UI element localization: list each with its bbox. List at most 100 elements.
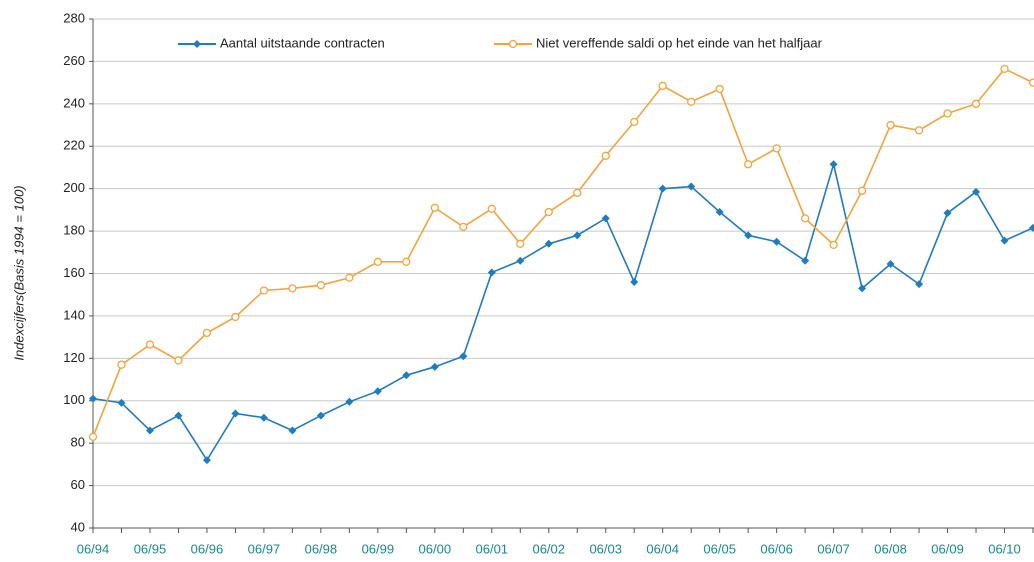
data-point [715, 207, 724, 216]
x-tick-label: 06/06 [760, 541, 793, 556]
data-point [487, 268, 496, 277]
data-point [231, 409, 240, 418]
y-tick-label: 220 [63, 138, 85, 153]
data-point [630, 117, 639, 127]
data-point [288, 284, 297, 293]
x-tick-label: 06/97 [248, 541, 281, 556]
data-point [772, 144, 781, 153]
data-point [914, 126, 924, 135]
x-tick-label: 06/02 [532, 541, 565, 556]
x-tick-label: 06/04 [646, 541, 679, 556]
series-line [92, 67, 1034, 438]
y-tick-label: 180 [63, 223, 85, 238]
data-point [430, 362, 439, 371]
data-point [345, 397, 354, 406]
legend-label: Niet vereffende saldi op het einde van h… [536, 35, 823, 50]
data-point [316, 411, 325, 420]
data-point [800, 214, 810, 223]
data-point [687, 97, 696, 106]
data-point [573, 188, 582, 198]
data-point [1000, 236, 1009, 245]
legend-marker [193, 40, 201, 48]
y-tick-label: 80 [71, 435, 85, 450]
data-point [202, 456, 211, 465]
y-tick-label: 200 [63, 180, 85, 195]
y-tick-label: 120 [63, 350, 85, 365]
data-point [858, 284, 867, 293]
x-tick-label: 06/09 [931, 541, 964, 556]
data-point [231, 312, 240, 322]
data-point [288, 426, 297, 435]
data-point [345, 273, 354, 282]
y-axis-label: Indexcijfers(Basis 1994 = 100) [11, 185, 26, 360]
data-point [886, 259, 895, 268]
data-point [174, 356, 183, 365]
x-tick-label: 06/03 [589, 541, 622, 556]
x-tick-label: 06/99 [362, 541, 395, 556]
data-point [117, 360, 126, 369]
data-point [1000, 64, 1009, 73]
data-point [373, 257, 382, 266]
x-tick-label: 06/98 [305, 541, 338, 556]
data-point [857, 186, 867, 195]
y-tick-label: 100 [63, 392, 85, 407]
series-line [92, 161, 1034, 462]
data-point [601, 214, 610, 223]
data-point [487, 204, 496, 213]
data-point [117, 398, 126, 407]
data-point [886, 120, 895, 130]
data-point [202, 328, 212, 338]
x-tick-label: 06/94 [77, 541, 110, 556]
x-tick-label: 06/01 [476, 541, 509, 556]
data-point [1028, 78, 1034, 87]
data-point [744, 160, 753, 169]
data-point [544, 207, 553, 217]
data-point [402, 257, 411, 266]
data-point [544, 239, 553, 248]
data-point [516, 256, 525, 265]
data-point [801, 256, 810, 265]
data-point [972, 187, 981, 196]
x-tick-label: 06/10 [988, 541, 1021, 556]
data-point [658, 81, 667, 90]
y-tick-label: 260 [63, 53, 85, 68]
data-point [601, 151, 610, 160]
data-point [430, 203, 439, 212]
x-tick-label: 06/08 [874, 541, 907, 556]
data-point [88, 432, 98, 441]
data-point [459, 352, 468, 361]
data-point [259, 413, 268, 422]
data-point [145, 340, 155, 349]
data-point [943, 109, 952, 118]
y-tick-label: 140 [63, 307, 85, 322]
data-point [1029, 223, 1034, 232]
data-point [89, 394, 97, 403]
data-point [658, 184, 667, 193]
data-point [459, 222, 468, 231]
x-tick-label: 06/00 [419, 541, 452, 556]
data-point [402, 371, 411, 380]
data-point [630, 277, 639, 286]
y-tick-label: 40 [71, 519, 85, 534]
data-point [259, 286, 269, 295]
x-tick-label: 06/05 [703, 541, 736, 556]
x-tick-label: 06/96 [191, 541, 224, 556]
data-point [744, 231, 753, 240]
data-point [915, 280, 924, 289]
y-tick-label: 280 [63, 10, 85, 25]
data-point [687, 182, 696, 191]
y-tick-label: 240 [63, 95, 85, 110]
data-point [829, 240, 838, 250]
data-point [943, 209, 952, 218]
data-point [715, 84, 724, 94]
data-point [772, 237, 781, 246]
data-point [174, 411, 183, 420]
data-point [573, 231, 582, 240]
data-point [829, 160, 838, 169]
x-tick-label: 06/95 [134, 541, 167, 556]
y-tick-label: 160 [63, 265, 85, 280]
legend-box [150, 32, 915, 58]
legend-marker [508, 39, 518, 49]
